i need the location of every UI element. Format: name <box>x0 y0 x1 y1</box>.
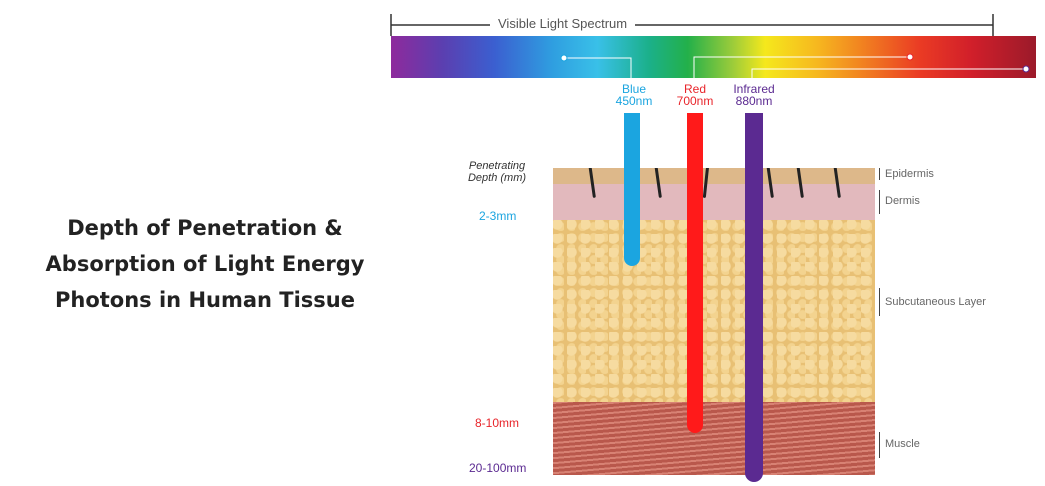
red-depth-value: 8-10mm <box>475 416 520 430</box>
title-line-3: Photons in Human Tissue <box>54 288 355 312</box>
subcutaneous-tick <box>879 288 880 316</box>
epidermis-tick <box>879 168 880 180</box>
subcutaneous-label: Subcutaneous Layer <box>885 296 986 308</box>
red-band-name: Red <box>683 82 706 96</box>
muscle-label: Muscle <box>885 438 920 450</box>
epidermis-label: Epidermis <box>885 168 934 180</box>
depth-heading-line-1: Penetrating <box>468 160 526 172</box>
blue-band-wavelength: 450nm <box>615 94 653 108</box>
blue-band-label: Blue 450nm <box>611 83 657 107</box>
dermis-label: Dermis <box>885 195 920 207</box>
infrared-band-wavelength: 880nm <box>735 94 773 108</box>
blue-depth-value: 2-3mm <box>479 209 517 223</box>
infrared-band-name: Infrared <box>733 82 775 96</box>
band-connectors <box>560 53 1030 82</box>
infrared-depth-value: 20-100mm <box>469 461 527 475</box>
depth-heading-line-2: Depth (mm) <box>467 172 527 184</box>
muscle-tick <box>879 432 880 458</box>
spectrum-label: Visible Light Spectrum <box>490 16 636 31</box>
infrared-light-beam <box>745 113 763 482</box>
red-band-wavelength: 700nm <box>676 94 714 108</box>
dermis-tick <box>879 190 880 214</box>
infrared-band-label: Infrared 880nm <box>726 83 782 107</box>
blue-band-name: Blue <box>621 82 647 96</box>
depth-heading: Penetrating Depth (mm) <box>462 160 532 184</box>
subcutaneous-layer <box>553 220 875 402</box>
title-line-2: Absorption of Light Energy <box>45 252 365 276</box>
title-line-1: Depth of Penetration & <box>67 216 343 240</box>
tissue-cross-section <box>553 168 875 475</box>
blue-light-beam <box>624 113 640 266</box>
epidermis-layer <box>553 168 875 184</box>
red-light-beam <box>687 113 703 433</box>
muscle-layer <box>553 402 875 475</box>
red-band-label: Red 700nm <box>672 83 718 107</box>
dermis-layer <box>553 184 875 220</box>
diagram-title: Depth of Penetration & Absorption of Lig… <box>20 210 390 318</box>
